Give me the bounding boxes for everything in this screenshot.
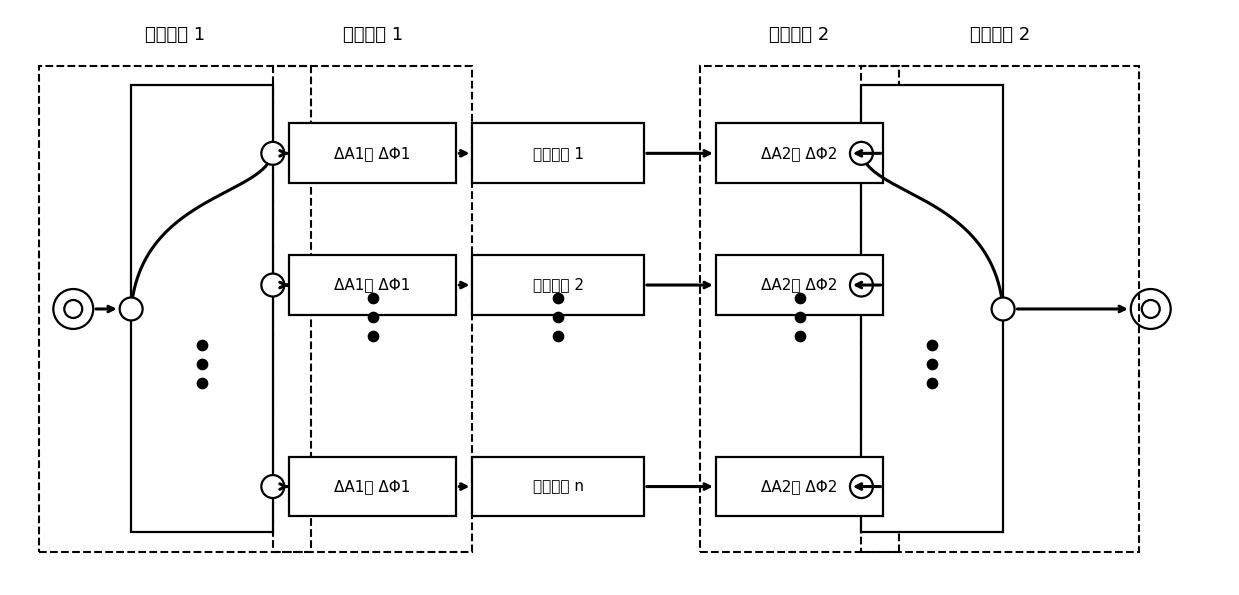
Circle shape [850,475,873,498]
Bar [716,456,883,516]
Point [363,331,383,341]
Point [363,312,383,322]
Text: 共用通路 2: 共用通路 2 [970,26,1031,43]
Point [922,359,942,369]
Bar [472,456,644,516]
Bar [472,255,644,315]
Text: 共用通路 1: 共用通路 1 [145,26,206,43]
Bar [700,65,900,552]
Point [922,340,942,350]
Text: 实验模块 2: 实验模块 2 [533,277,584,293]
Circle shape [261,142,284,165]
Text: 专用通路 1: 专用通路 1 [342,26,403,43]
Circle shape [261,274,284,296]
Circle shape [850,274,873,296]
Point [789,331,809,341]
Bar [716,255,883,315]
Text: 实验模块 1: 实验模块 1 [533,146,584,161]
Bar [289,456,456,516]
Point [548,331,567,341]
Point [548,293,567,303]
Point [192,340,212,350]
Text: ΔA2， ΔΦ2: ΔA2， ΔΦ2 [762,479,838,494]
Text: 实验模块 n: 实验模块 n [533,479,584,494]
Text: ΔA2， ΔΦ2: ΔA2， ΔΦ2 [762,146,838,161]
Circle shape [261,475,284,498]
Point [192,378,212,387]
Bar [289,255,456,315]
Circle shape [991,298,1015,321]
Text: ΔA1， ΔΦ1: ΔA1， ΔΦ1 [335,277,411,293]
Bar [40,65,311,552]
Text: ΔA1， ΔΦ1: ΔA1， ΔΦ1 [335,479,411,494]
Point [922,378,942,387]
Bar [861,65,1139,552]
Circle shape [120,298,142,321]
Bar [131,86,273,533]
Text: ΔA1， ΔΦ1: ΔA1， ΔΦ1 [335,146,411,161]
Bar [289,123,456,183]
Bar [716,123,883,183]
Bar [273,65,472,552]
Point [192,359,212,369]
Bar [472,123,644,183]
Text: ΔA2， ΔΦ2: ΔA2， ΔΦ2 [762,277,838,293]
Circle shape [850,142,873,165]
Point [789,293,809,303]
Point [789,312,809,322]
Point [363,293,383,303]
Text: 专用通路 2: 专用通路 2 [769,26,830,43]
Point [548,312,567,322]
Bar [861,86,1004,533]
